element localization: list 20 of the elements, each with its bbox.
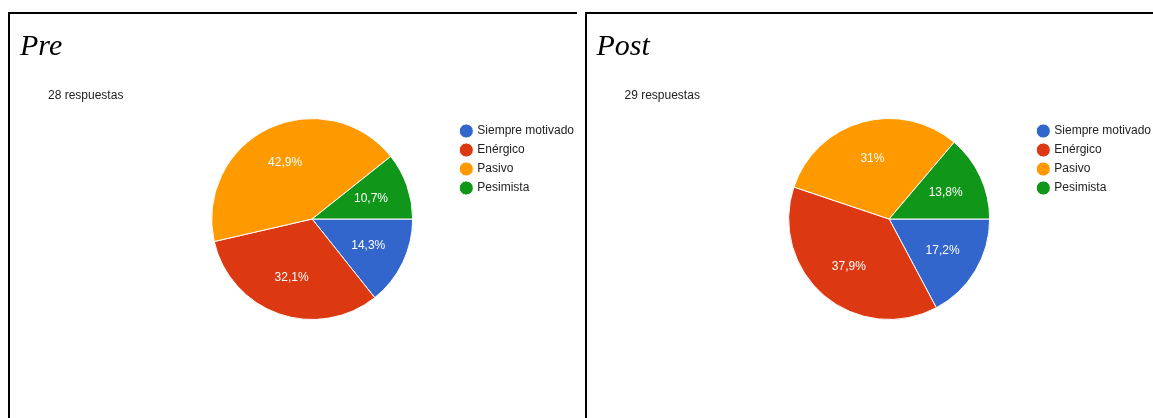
legend-label: Pesimista xyxy=(477,180,530,195)
legend-label: Pasivo xyxy=(477,161,514,176)
text: 28 respuestas xyxy=(48,88,124,102)
legend-label: Pesimista xyxy=(1053,180,1107,195)
data-label: 17,2% xyxy=(925,243,960,258)
data-label: 13,8% xyxy=(928,185,963,200)
chart-title: Pre xyxy=(20,28,63,62)
data-label: 31% xyxy=(859,151,885,166)
data-label: 14,3% xyxy=(351,238,386,253)
text: 29 respuestas xyxy=(624,88,700,102)
chart-title: Post xyxy=(596,28,650,62)
data-label: 32,1% xyxy=(274,270,309,285)
data-label: 42,9% xyxy=(268,155,303,170)
legend-label: Siempre motivado xyxy=(477,123,575,138)
legend-label: Siempre motivado xyxy=(1053,123,1151,138)
legend-label: Enérgico xyxy=(1053,142,1102,157)
legend-label: Pasivo xyxy=(1053,161,1091,176)
data-label: 37,9% xyxy=(831,258,866,273)
data-label: 10,7% xyxy=(353,190,389,205)
legend-label: Enérgico xyxy=(477,142,525,157)
